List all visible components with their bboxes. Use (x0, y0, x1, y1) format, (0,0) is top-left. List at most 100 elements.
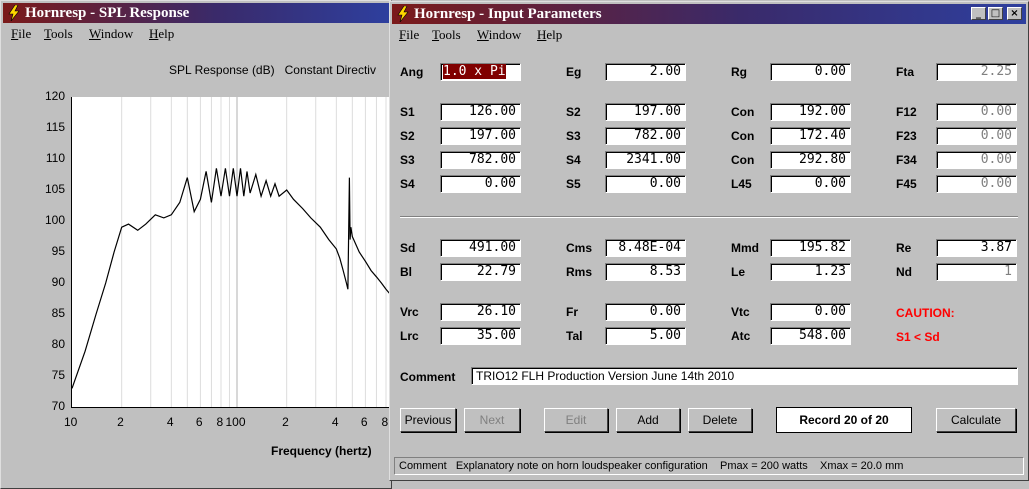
param-field-re[interactable]: 3.87 (936, 239, 1017, 257)
param-field-f12[interactable]: 0.00 (936, 103, 1017, 121)
param-label-con2: Con (731, 129, 755, 143)
param-field-bl[interactable]: 22.79 (440, 263, 521, 281)
param-field-l45[interactable]: 0.00 (770, 175, 851, 193)
next-button[interactable]: Next (464, 408, 520, 432)
param-label-rg: Rg (731, 65, 747, 79)
x-tick-label: 10 (64, 415, 78, 429)
param-field-s2a[interactable]: 197.00 (605, 103, 686, 121)
param-field-s4a[interactable]: 2341.00 (605, 151, 686, 169)
x-tick-label: 6 (360, 415, 368, 429)
param-field-con3[interactable]: 292.80 (770, 151, 851, 169)
param-field-le[interactable]: 1.23 (770, 263, 851, 281)
param-label-fta: Fta (896, 65, 914, 79)
param-value-vrc: 26.10 (476, 304, 516, 319)
spl-plot-svg (72, 97, 395, 407)
param-field-con1[interactable]: 192.00 (770, 103, 851, 121)
x-tick-label: 2 (117, 415, 124, 429)
param-field-nd[interactable]: 1 (936, 263, 1017, 281)
y-tick-label: 85 (51, 306, 65, 320)
comment-field[interactable]: TRIO12 FLH Production Version June 14th … (471, 367, 1018, 385)
calculate-button[interactable]: Calculate (936, 408, 1016, 432)
param-field-vtc[interactable]: 0.00 (770, 303, 851, 321)
param-field-cms[interactable]: 8.48E-04 (605, 239, 686, 257)
param-field-fr[interactable]: 0.00 (605, 303, 686, 321)
minimize-button[interactable]: _ (971, 7, 986, 20)
spl-response-window: Hornresp - SPL Response File Tools Windo… (0, 0, 402, 489)
input-menu-help[interactable]: Help (537, 27, 563, 42)
param-label-s1: S1 (400, 105, 415, 119)
param-field-lrc[interactable]: 35.00 (440, 327, 521, 345)
param-value-f45: 0.00 (980, 176, 1012, 191)
spl-curve (72, 168, 392, 389)
param-field-s4b[interactable]: 0.00 (440, 175, 521, 193)
param-label-s3a: S3 (566, 129, 581, 143)
y-tick-label: 80 (51, 337, 65, 351)
param-label-mmd: Mmd (731, 241, 759, 255)
param-value-ang: 1.0 x Pi (443, 64, 506, 79)
param-label-f45: F45 (896, 177, 917, 191)
y-tick-label: 90 (51, 275, 65, 289)
spl-menu-bar: File Tools Window Help (5, 25, 387, 43)
param-field-s2b[interactable]: 197.00 (440, 127, 521, 145)
param-value-con2: 172.40 (799, 128, 846, 143)
param-label-le: Le (731, 265, 746, 279)
param-label-sd: Sd (400, 241, 416, 255)
param-field-eg[interactable]: 2.00 (605, 63, 686, 81)
param-field-s3a[interactable]: 782.00 (605, 127, 686, 145)
edit-button[interactable]: Edit (544, 408, 608, 432)
param-field-f23[interactable]: 0.00 (936, 127, 1017, 145)
x-tick-label: 4 (166, 415, 174, 429)
param-field-f45[interactable]: 0.00 (936, 175, 1017, 193)
previous-button[interactable]: Previous (400, 408, 456, 432)
caution-title: CAUTION: (896, 306, 955, 320)
param-label-lrc: Lrc (400, 329, 419, 343)
spl-menu-file[interactable]: File (11, 26, 32, 41)
param-field-ang[interactable]: 1.0 x Pi (440, 63, 521, 81)
param-label-re: Re (896, 241, 912, 255)
input-title-bar[interactable]: Hornresp - Input Parameters _ □ × (392, 4, 1026, 24)
param-label-rms: Rms (566, 265, 593, 279)
spl-menu-window[interactable]: Window (89, 26, 134, 41)
param-label-tal: Tal (566, 329, 583, 343)
param-value-f12: 0.00 (980, 104, 1012, 119)
input-menu-file[interactable]: File (399, 27, 420, 42)
param-value-s3b: 782.00 (469, 152, 516, 167)
param-field-s3b[interactable]: 782.00 (440, 151, 521, 169)
param-field-vrc[interactable]: 26.10 (440, 303, 521, 321)
param-field-s5[interactable]: 0.00 (605, 175, 686, 193)
hornresp-bolt-icon (8, 5, 20, 21)
x-tick-label: 8 (216, 415, 224, 429)
param-value-mmd: 195.82 (799, 240, 846, 255)
input-menu-tools[interactable]: Tools (432, 27, 461, 42)
param-label-vrc: Vrc (400, 305, 419, 319)
param-value-le: 1.23 (814, 264, 846, 279)
param-label-s2b: S2 (400, 129, 415, 143)
param-value-bl: 22.79 (476, 264, 516, 279)
delete-button[interactable]: Delete (688, 408, 752, 432)
param-value-l45: 0.00 (814, 176, 846, 191)
param-value-rms: 8.53 (649, 264, 681, 279)
param-field-f34[interactable]: 0.00 (936, 151, 1017, 169)
param-field-s1[interactable]: 126.00 (440, 103, 521, 121)
input-menu-window[interactable]: Window (477, 27, 522, 42)
close-button[interactable]: × (1007, 7, 1022, 20)
param-field-rg[interactable]: 0.00 (770, 63, 851, 81)
maximize-button[interactable]: □ (988, 7, 1003, 20)
param-field-rms[interactable]: 8.53 (605, 263, 686, 281)
param-field-tal[interactable]: 5.00 (605, 327, 686, 345)
param-label-eg: Eg (566, 65, 582, 79)
add-button[interactable]: Add (616, 408, 680, 432)
param-value-s4b: 0.00 (484, 176, 516, 191)
param-field-sd[interactable]: 491.00 (440, 239, 521, 257)
param-field-atc[interactable]: 548.00 (770, 327, 851, 345)
spl-menu-help[interactable]: Help (149, 26, 175, 41)
param-value-s2b: 197.00 (469, 128, 516, 143)
spl-menu-tools[interactable]: Tools (44, 26, 73, 41)
param-value-s1: 126.00 (469, 104, 516, 119)
spl-title-bar[interactable]: Hornresp - SPL Response (3, 3, 389, 23)
param-field-con2[interactable]: 172.40 (770, 127, 851, 145)
param-label-s2a: S2 (566, 105, 581, 119)
param-field-fta[interactable]: 2.25 (936, 63, 1017, 81)
hornresp-bolt-icon (397, 6, 409, 22)
param-field-mmd[interactable]: 195.82 (770, 239, 851, 257)
